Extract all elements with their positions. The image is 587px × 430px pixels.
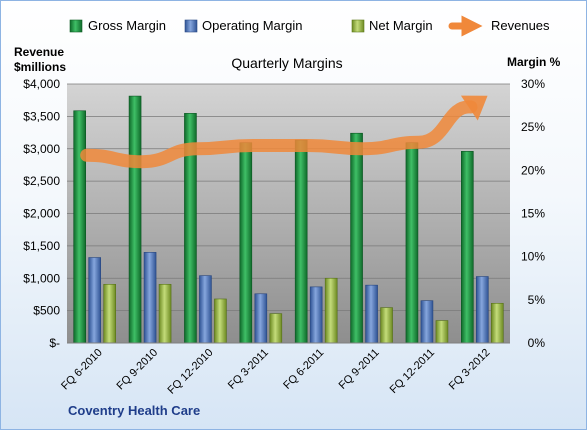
gross-margin-bar <box>239 142 253 344</box>
revenue-arrowhead <box>460 95 488 121</box>
net-margin-bar <box>324 277 338 344</box>
right-tick-label: 25% <box>521 120 545 134</box>
operating-margin-bar <box>88 257 101 344</box>
x-tick-label: FQ 12-2010 <box>166 347 216 397</box>
x-tick-label: FQ 3-2011 <box>226 347 271 392</box>
x-tick-label: FQ 6-2010 <box>59 347 105 393</box>
left-tick-label: $4,000 <box>23 77 60 91</box>
x-tick-label: FQ 9-2010 <box>115 347 161 393</box>
operating-margin-bar <box>254 293 268 344</box>
gross-margin-bar <box>294 139 308 344</box>
legend: Gross Margin Operating Margin Net Margin… <box>69 15 550 37</box>
right-tick-label: 10% <box>521 250 545 264</box>
left-axis-title-line1: Revenue <box>14 45 64 59</box>
operating-margin-bar <box>143 252 157 344</box>
operating-margin-bar <box>365 284 378 344</box>
left-axis-title-line2: $millions <box>14 60 66 74</box>
x-axis-ticks: FQ 6-2010 FQ 9-2010 FQ 12-2010 FQ 3-2011 FQ … <box>59 347 492 397</box>
legend-swatch-gross <box>69 19 83 33</box>
right-tick-label: 30% <box>521 77 545 91</box>
net-margin-bar <box>103 283 116 344</box>
left-tick-label: $3,000 <box>23 142 60 156</box>
legend-label-gross: Gross Margin <box>88 18 166 33</box>
operating-margin-bar <box>199 275 212 344</box>
legend-swatch-net <box>351 19 365 33</box>
left-tick-label: $500 <box>33 304 60 318</box>
left-tick-label: $- <box>49 336 60 350</box>
left-tick-label: $1,000 <box>23 271 60 285</box>
right-tick-label: 5% <box>528 293 546 307</box>
legend-swatch-operating <box>184 19 198 33</box>
left-tick-label: $2,000 <box>23 207 60 221</box>
right-tick-label: 0% <box>528 336 546 350</box>
gross-margin-bar <box>350 132 363 344</box>
left-tick-label: $2,500 <box>23 174 60 188</box>
revenue-line <box>80 100 478 169</box>
right-tick-label: 15% <box>521 207 545 221</box>
net-margin-bar <box>435 320 449 344</box>
operating-margin-bar <box>309 286 323 344</box>
gross-margin-bar <box>461 151 474 344</box>
left-tick-label: $1,500 <box>23 239 60 253</box>
legend-label-revenues: Revenues <box>491 18 550 33</box>
x-tick-label: FQ 6-2011 <box>281 347 326 392</box>
right-axis-ticks: 0% 5% 10% 15% 20% 25% 30% <box>521 77 545 350</box>
x-tick-label: FQ 12-2011 <box>388 347 437 396</box>
operating-margin-bar <box>476 276 489 344</box>
x-tick-label: FQ 9-2011 <box>337 347 382 392</box>
gross-margin-bar <box>405 142 419 344</box>
right-axis-title: Margin % <box>507 55 561 69</box>
right-tick-label: 20% <box>521 163 545 177</box>
net-margin-bar <box>380 307 393 344</box>
company-name: Coventry Health Care <box>68 403 200 418</box>
x-tick-label: FQ 3-2012 <box>447 347 493 393</box>
chart-title: Quarterly Margins <box>231 55 342 71</box>
left-axis-ticks: $- $500 $1,000 $1,500 $2,000 $2,500 $3,000 $3,5… <box>23 77 60 350</box>
legend-label-operating: Operating Margin <box>202 18 302 33</box>
legend-label-net: Net Margin <box>369 18 433 33</box>
net-margin-bar <box>214 298 227 344</box>
gross-margin-bar <box>73 110 86 344</box>
gross-margin-bar <box>128 95 142 344</box>
net-margin-bar <box>158 283 172 344</box>
operating-margin-bar <box>420 300 434 344</box>
net-margin-bar <box>269 313 283 344</box>
left-tick-label: $3,500 <box>23 109 60 123</box>
net-margin-bar <box>491 302 504 344</box>
